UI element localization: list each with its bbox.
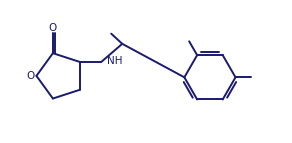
Text: O: O <box>49 23 57 33</box>
Text: NH: NH <box>107 56 122 66</box>
Text: O: O <box>26 71 34 81</box>
